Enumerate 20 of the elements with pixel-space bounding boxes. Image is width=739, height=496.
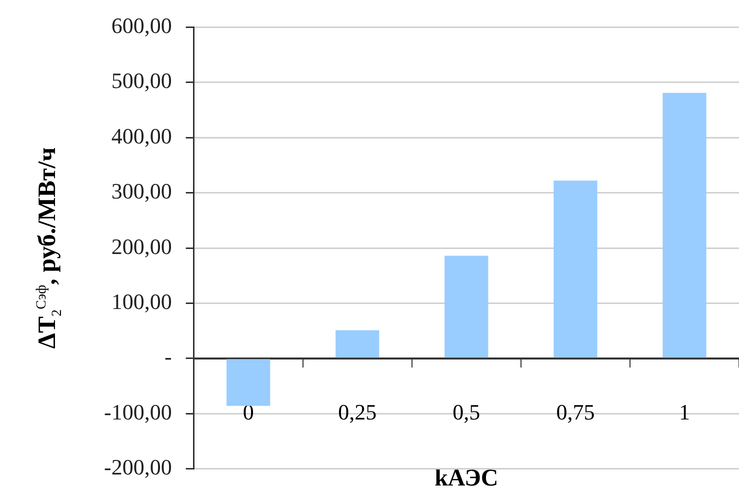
- y-tick-label: 100,00: [111, 288, 172, 314]
- y-tick-label: 600,00: [111, 12, 172, 38]
- y-tick-label: 400,00: [111, 123, 172, 148]
- bar: [336, 330, 380, 358]
- x-tick-label: 1: [678, 399, 690, 424]
- x-tick-label: 0,25: [338, 399, 377, 424]
- bar: [226, 359, 270, 406]
- bar: [662, 92, 706, 358]
- y-tick-label: -200,00: [104, 454, 172, 480]
- y-tick-label: 500,00: [111, 68, 172, 94]
- bar: [554, 180, 598, 358]
- x-axis-title: kАЭС: [434, 465, 498, 492]
- bar: [444, 256, 488, 358]
- x-tick-label: 0,5: [452, 399, 480, 424]
- x-tick-label: 0,75: [556, 399, 595, 424]
- y-tick-label: 300,00: [111, 178, 172, 204]
- y-tick-label: 200,00: [111, 234, 172, 259]
- x-tick-label: 0: [242, 399, 254, 424]
- y-tick-label: -: [164, 344, 172, 370]
- y-tick-label: -100,00: [104, 399, 172, 424]
